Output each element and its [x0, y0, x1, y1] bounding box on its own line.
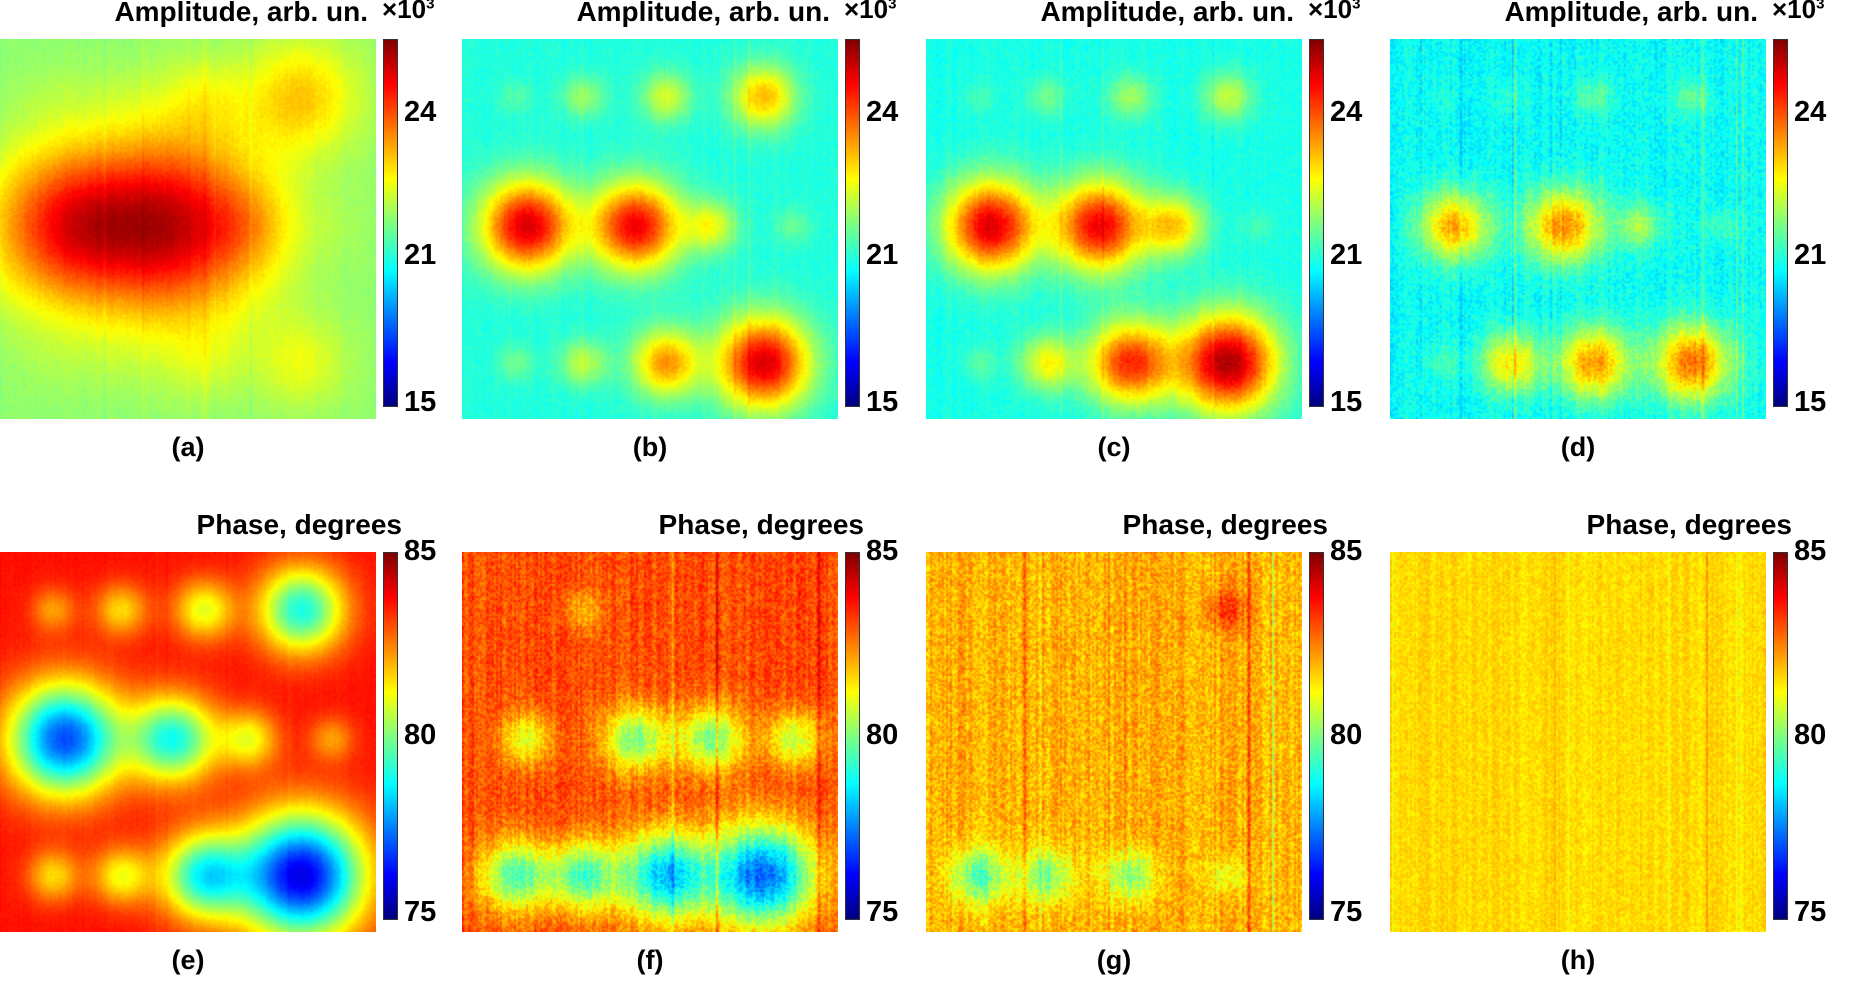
colorbar: [845, 39, 860, 407]
colorbar-tick-label: 24: [1330, 95, 1363, 128]
colorbar-tick-label: 75: [1794, 895, 1827, 928]
multiplier-exponent: 3: [888, 0, 897, 13]
colorbar-tick-label: 15: [1330, 386, 1363, 419]
colorbar-title: Phase, degrees: [196, 509, 402, 540]
colorbar-tick-label: 15: [404, 386, 437, 419]
panel-e: 85 80 75 Phase, degrees (e): [0, 509, 460, 983]
colorbar-title: Phase, degrees: [1122, 509, 1328, 540]
colorbar: [383, 552, 398, 920]
colorbar-tick-label: 24: [1794, 95, 1827, 128]
colorbar: [1309, 39, 1324, 407]
panel-label: (c): [1097, 432, 1131, 462]
colorbar: [845, 552, 860, 920]
heatmap-image: [0, 39, 376, 419]
colorbar-tick-label: 85: [1794, 535, 1827, 567]
panel-label: (e): [171, 945, 205, 975]
panel-d: 24 21 15 Amplitude, arb. un. ×103 (d): [1390, 0, 1850, 470]
multiplier-base: ×10: [382, 0, 427, 24]
colorbar-tick-label: 15: [866, 386, 899, 419]
heatmap-image: [0, 552, 376, 932]
heatmap-image: [926, 39, 1302, 419]
colorbar-tick-label: 80: [1794, 719, 1827, 751]
panel-label: (f): [636, 945, 664, 975]
heatmap-image: [462, 39, 838, 419]
colorbar-multiplier: ×103: [1308, 0, 1360, 25]
colorbar-multiplier: ×103: [844, 0, 896, 25]
multiplier-exponent: 3: [426, 0, 435, 13]
panel-c: 24 21 15 Amplitude, arb. un. ×103 (c): [926, 0, 1386, 470]
colorbar: [1309, 552, 1324, 920]
panel-a: 24 21 15 Amplitude, arb. un. ×103 (a): [0, 0, 460, 470]
colorbar-tick-label: 21: [404, 239, 437, 272]
panel-label: (d): [1560, 432, 1596, 462]
multiplier-exponent: 3: [1352, 0, 1361, 13]
panel-label: (b): [632, 432, 668, 462]
colorbar-title: Phase, degrees: [1586, 509, 1792, 540]
colorbar-tick-label: 80: [1330, 719, 1363, 751]
colorbar-tick-label: 85: [1330, 535, 1363, 567]
colorbar-title: Phase, degrees: [658, 509, 864, 540]
colorbar-title: Amplitude, arb. un.: [1504, 0, 1758, 27]
colorbar-tick-label: 21: [1330, 239, 1363, 272]
panel-label: (g): [1096, 945, 1132, 975]
colorbar: [383, 39, 398, 407]
panel-label: (a): [171, 432, 205, 462]
colorbar-tick-label: 24: [404, 95, 437, 128]
colorbar-title: Amplitude, arb. un.: [114, 0, 368, 27]
multiplier-base: ×10: [844, 0, 889, 24]
colorbar-tick-label: 21: [866, 239, 899, 272]
heatmap-image: [1390, 39, 1766, 419]
multiplier-base: ×10: [1308, 0, 1353, 24]
colorbar-tick-label: 75: [866, 895, 899, 928]
panel-g: 85 80 75 Phase, degrees (g): [926, 509, 1386, 983]
multiplier-base: ×10: [1772, 0, 1817, 24]
panel-label: (h): [1560, 945, 1596, 975]
heatmap-image: [1390, 552, 1766, 932]
colorbar: [1773, 552, 1788, 920]
colorbar-title: Amplitude, arb. un.: [576, 0, 830, 27]
colorbar-multiplier: ×103: [1772, 0, 1824, 25]
panel-h: 85 80 75 Phase, degrees (h): [1390, 509, 1850, 983]
colorbar-tick-label: 21: [1794, 239, 1827, 272]
colorbar-tick-label: 75: [1330, 895, 1363, 928]
colorbar-tick-label: 80: [404, 719, 437, 751]
colorbar: [1773, 39, 1788, 407]
colorbar-multiplier: ×103: [382, 0, 434, 25]
colorbar-title: Amplitude, arb. un.: [1040, 0, 1294, 27]
panel-b: 24 21 15 Amplitude, arb. un. ×103 (b): [462, 0, 922, 470]
colorbar-tick-label: 75: [404, 895, 437, 928]
colorbar-tick-label: 15: [1794, 386, 1827, 419]
panel-f: 85 80 75 Phase, degrees (f): [462, 509, 922, 983]
colorbar-tick-label: 80: [866, 719, 899, 751]
colorbar-tick-label: 85: [866, 535, 899, 567]
colorbar-tick-label: 24: [866, 95, 899, 128]
colorbar-tick-label: 85: [404, 535, 437, 567]
heatmap-image: [462, 552, 838, 932]
multiplier-exponent: 3: [1816, 0, 1825, 13]
heatmap-image: [926, 552, 1302, 932]
